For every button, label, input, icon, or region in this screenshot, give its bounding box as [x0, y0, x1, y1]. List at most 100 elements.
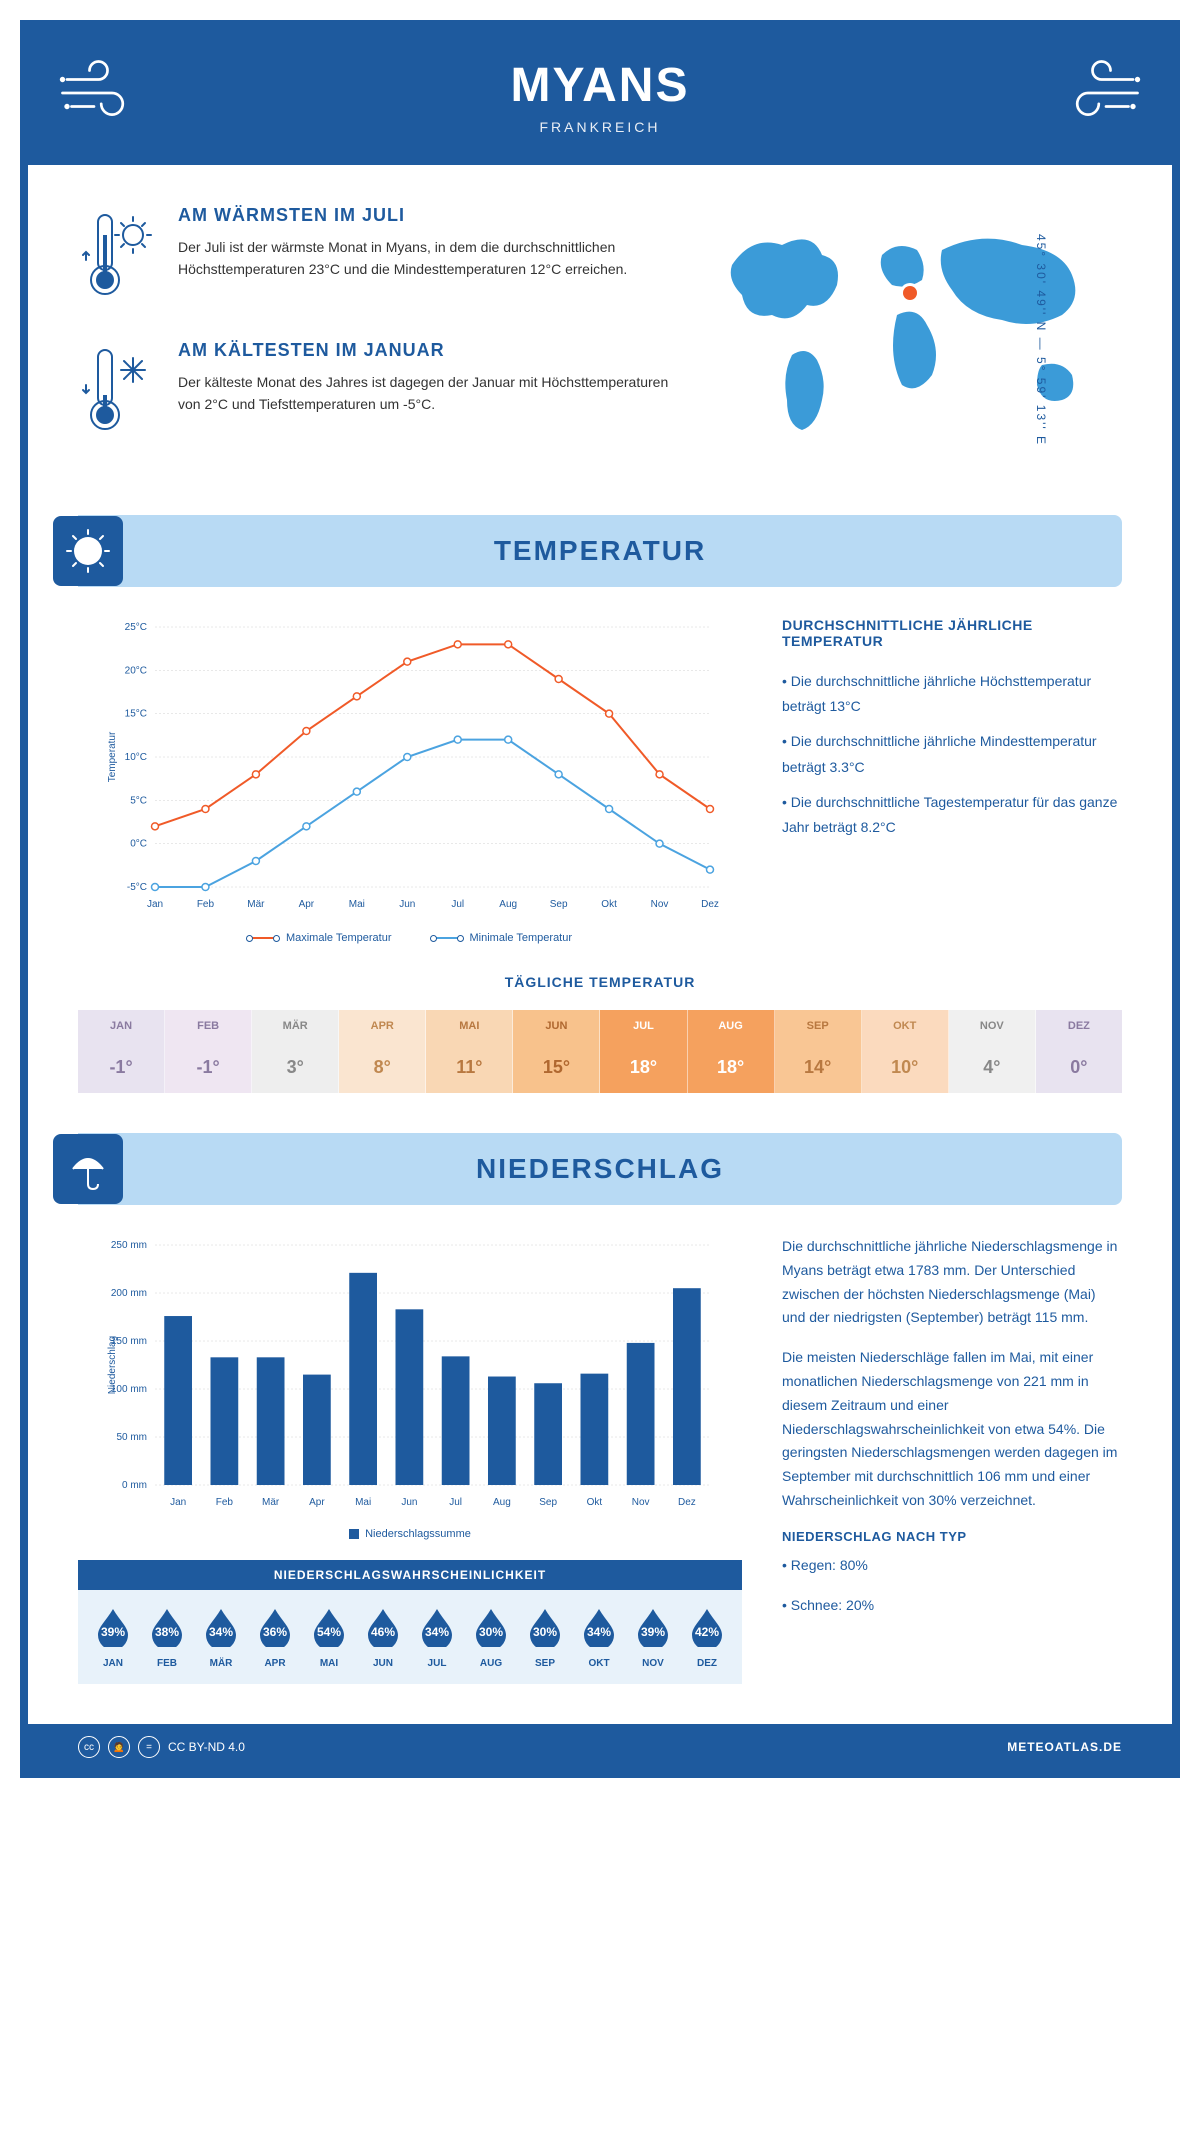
svg-text:0 mm: 0 mm — [122, 1480, 147, 1491]
temp-cell: DEZ0° — [1036, 1010, 1122, 1093]
by-icon: 🙍 — [108, 1736, 130, 1758]
sun-icon — [53, 516, 123, 586]
temp-cell: JAN-1° — [78, 1010, 165, 1093]
svg-text:200 mm: 200 mm — [111, 1288, 147, 1299]
location-subtitle: FRANKREICH — [48, 119, 1152, 135]
site-name: METEOATLAS.DE — [1007, 1740, 1122, 1754]
svg-text:5°C: 5°C — [130, 795, 147, 806]
svg-text:Dez: Dez — [701, 899, 719, 910]
svg-text:Sep: Sep — [550, 899, 568, 910]
warmest-title: AM WÄRMSTEN IM JULI — [178, 205, 672, 226]
location-title: MYANS — [48, 58, 1152, 113]
precipitation-bar-chart: 0 mm50 mm100 mm150 mm200 mm250 mmJanFebM… — [78, 1235, 742, 1684]
svg-text:34%: 34% — [587, 1625, 611, 1639]
svg-text:Mai: Mai — [349, 899, 365, 910]
svg-text:50 mm: 50 mm — [116, 1432, 147, 1443]
temp-cell: FEB-1° — [165, 1010, 252, 1093]
drop-item: 39% JAN — [92, 1605, 134, 1669]
svg-text:Jun: Jun — [401, 1497, 417, 1508]
footer: cc 🙍 = CC BY-ND 4.0 METEOATLAS.DE — [28, 1724, 1172, 1770]
svg-text:Feb: Feb — [197, 899, 215, 910]
warmest-block: AM WÄRMSTEN IM JULI Der Juli ist der wär… — [78, 205, 672, 310]
svg-text:Apr: Apr — [299, 899, 315, 910]
daily-temperature-table: TÄGLICHE TEMPERATUR JAN-1° FEB-1° MÄR3° … — [28, 974, 1172, 1133]
svg-text:Aug: Aug — [493, 1497, 511, 1508]
svg-text:Jul: Jul — [451, 899, 464, 910]
svg-text:30%: 30% — [533, 1625, 557, 1639]
drop-item: 36% APR — [254, 1605, 296, 1669]
nd-icon: = — [138, 1736, 160, 1758]
thermometer-hot-icon — [78, 205, 158, 310]
coordinates: 45° 30' 49'' N — 5° 59' 13'' E — [1034, 234, 1048, 446]
drop-item: 34% OKT — [578, 1605, 620, 1669]
temp-cell: MÄR3° — [252, 1010, 339, 1093]
svg-text:36%: 36% — [263, 1625, 287, 1639]
svg-text:34%: 34% — [209, 1625, 233, 1639]
svg-text:0°C: 0°C — [130, 839, 147, 850]
svg-text:Dez: Dez — [678, 1497, 696, 1508]
drop-item: 30% AUG — [470, 1605, 512, 1669]
temperature-title: TEMPERATUR — [108, 535, 1092, 567]
svg-text:38%: 38% — [155, 1625, 179, 1639]
svg-text:Feb: Feb — [216, 1497, 234, 1508]
svg-text:250 mm: 250 mm — [111, 1240, 147, 1251]
temp-cell: NOV4° — [949, 1010, 1036, 1093]
svg-text:Jan: Jan — [147, 899, 163, 910]
svg-text:-5°C: -5°C — [127, 882, 147, 893]
svg-text:46%: 46% — [371, 1625, 395, 1639]
precipitation-title: NIEDERSCHLAG — [108, 1153, 1092, 1185]
svg-text:39%: 39% — [641, 1625, 665, 1639]
svg-text:39%: 39% — [101, 1625, 125, 1639]
umbrella-icon — [53, 1134, 123, 1204]
temperature-summary: DURCHSCHNITTLICHE JÄHRLICHE TEMPERATUR •… — [782, 617, 1122, 944]
svg-text:Nov: Nov — [651, 899, 669, 910]
header: MYANS FRANKREICH — [28, 28, 1172, 165]
temp-cell: SEP14° — [775, 1010, 862, 1093]
svg-text:30%: 30% — [479, 1625, 503, 1639]
temp-cell: OKT10° — [862, 1010, 949, 1093]
temp-cell: JUL18° — [600, 1010, 687, 1093]
drop-item: 54% MAI — [308, 1605, 350, 1669]
info-section: AM WÄRMSTEN IM JULI Der Juli ist der wär… — [28, 165, 1172, 515]
svg-text:Mär: Mär — [247, 899, 265, 910]
cc-icon: cc — [78, 1736, 100, 1758]
thermometer-cold-icon — [78, 340, 158, 445]
precipitation-section-header: NIEDERSCHLAG — [78, 1133, 1122, 1205]
svg-text:10°C: 10°C — [125, 752, 147, 763]
svg-text:Mär: Mär — [262, 1497, 280, 1508]
world-map-icon — [702, 205, 1122, 445]
temp-cell: APR8° — [339, 1010, 426, 1093]
svg-text:42%: 42% — [695, 1625, 719, 1639]
license-text: CC BY-ND 4.0 — [168, 1740, 245, 1754]
svg-text:Niederschlag: Niederschlag — [107, 1336, 118, 1394]
svg-text:Okt: Okt — [587, 1497, 603, 1508]
temperature-section-header: TEMPERATUR — [78, 515, 1122, 587]
drop-item: 34% MÄR — [200, 1605, 242, 1669]
drops-header: NIEDERSCHLAGSWAHRSCHEINLICHKEIT — [78, 1560, 742, 1590]
svg-text:Mai: Mai — [355, 1497, 371, 1508]
precipitation-probability-row: 39% JAN 38% FEB 34% MÄR 36% APR 54% MAI — [78, 1590, 742, 1684]
drop-item: 30% SEP — [524, 1605, 566, 1669]
svg-text:34%: 34% — [425, 1625, 449, 1639]
svg-text:Jul: Jul — [449, 1497, 462, 1508]
temp-cell: AUG18° — [688, 1010, 775, 1093]
svg-text:Okt: Okt — [601, 899, 617, 910]
svg-text:54%: 54% — [317, 1625, 341, 1639]
svg-text:25°C: 25°C — [125, 622, 147, 633]
precipitation-summary: Die durchschnittliche jährliche Niedersc… — [782, 1235, 1122, 1684]
drop-item: 46% JUN — [362, 1605, 404, 1669]
world-map-container: 45° 30' 49'' N — 5° 59' 13'' E — [702, 205, 1122, 475]
svg-text:Jan: Jan — [170, 1497, 186, 1508]
coldest-block: AM KÄLTESTEN IM JANUAR Der kälteste Mona… — [78, 340, 672, 445]
svg-text:Sep: Sep — [539, 1497, 557, 1508]
svg-text:Aug: Aug — [499, 899, 517, 910]
drop-item: 39% NOV — [632, 1605, 674, 1669]
coldest-title: AM KÄLTESTEN IM JANUAR — [178, 340, 672, 361]
svg-text:15°C: 15°C — [125, 709, 147, 720]
drop-item: 38% FEB — [146, 1605, 188, 1669]
coldest-text: Der kälteste Monat des Jahres ist dagege… — [178, 371, 672, 416]
legend-max: Maximale Temperatur — [248, 932, 392, 944]
warmest-text: Der Juli ist der wärmste Monat in Myans,… — [178, 236, 672, 281]
drop-item: 42% DEZ — [686, 1605, 728, 1669]
legend-min: Minimale Temperatur — [432, 932, 573, 944]
